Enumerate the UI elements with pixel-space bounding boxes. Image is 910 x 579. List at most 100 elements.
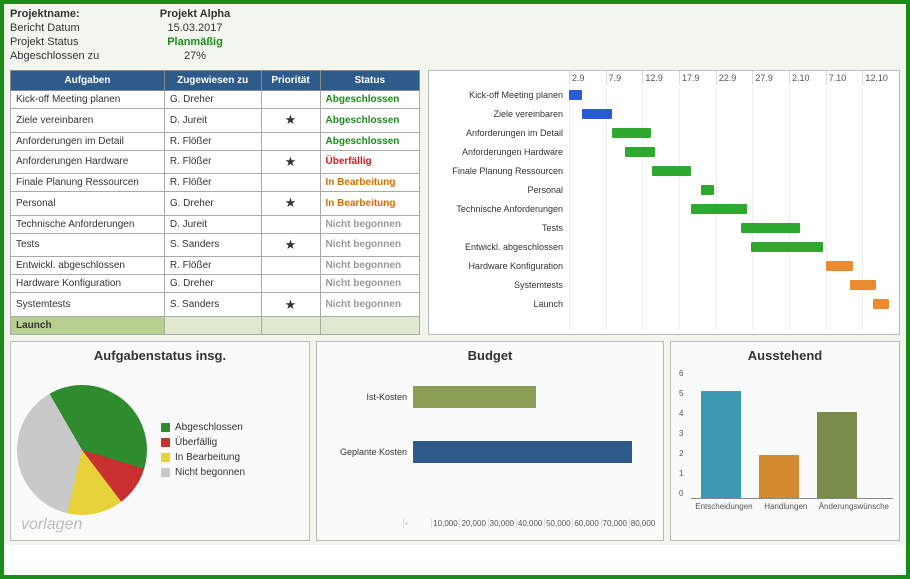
gantt-row: Finale Planung Ressourcen bbox=[429, 161, 899, 180]
gantt-bar bbox=[873, 299, 890, 309]
gantt-label: Ziele vereinbaren bbox=[429, 109, 569, 119]
task-priority bbox=[261, 215, 320, 233]
task-status: Abgeschlossen bbox=[320, 109, 420, 132]
task-assignee: R. Flößer bbox=[164, 257, 261, 275]
tasks-table: Aufgaben Zugewiesen zu Priorität Status … bbox=[10, 70, 420, 335]
budget-bar-row: Geplante Kosten bbox=[333, 424, 647, 479]
gantt-label: Entwickl. abgeschlossen bbox=[429, 242, 569, 252]
table-row: Ziele vereinbarenD. Jureit★Abgeschlossen bbox=[11, 109, 420, 132]
watermark: vorlagen bbox=[21, 516, 82, 534]
task-assignee: R. Flößer bbox=[164, 132, 261, 150]
gantt-bar bbox=[612, 128, 652, 138]
task-name: Entwickl. abgeschlossen bbox=[11, 257, 165, 275]
task-priority bbox=[261, 257, 320, 275]
task-status: Abgeschlossen bbox=[320, 132, 420, 150]
task-name: Kick-off Meeting planen bbox=[11, 91, 165, 109]
gantt-label: Anforderungen Hardware bbox=[429, 147, 569, 157]
gantt-row: Entwickl. abgeschlossen bbox=[429, 237, 899, 256]
table-row: Entwickl. abgeschlossenR. Flößer Nicht be… bbox=[11, 257, 420, 275]
table-row: SystemtestsS. Sanders★Nicht begonnen bbox=[11, 293, 420, 316]
task-priority bbox=[261, 91, 320, 109]
meta-completion: 27% bbox=[140, 50, 250, 62]
task-name: Technische Anforderungen bbox=[11, 215, 165, 233]
gantt-label: Finale Planung Ressourcen bbox=[429, 166, 569, 176]
gantt-row: Technische Anforderungen bbox=[429, 199, 899, 218]
ausstehend-panel: Ausstehend 6543210 EntscheidungenHandlun… bbox=[670, 341, 900, 541]
task-name: Finale Planung Ressourcen bbox=[11, 174, 165, 192]
table-row: Anforderungen im DetailR. Flößer Abgeschl… bbox=[11, 132, 420, 150]
legend-item: Abgeschlossen bbox=[161, 422, 245, 433]
task-status: Nicht begonnen bbox=[320, 233, 420, 256]
budget-bar bbox=[413, 441, 632, 463]
gantt-label: Personal bbox=[429, 185, 569, 195]
col-assignee: Zugewiesen zu bbox=[164, 71, 261, 91]
gantt-label: Kick-off Meeting planen bbox=[429, 90, 569, 100]
col-priority: Priorität bbox=[261, 71, 320, 91]
task-assignee: G. Dreher bbox=[164, 275, 261, 293]
meta-date: 15.03.2017 bbox=[140, 22, 250, 34]
pie-panel: Aufgabenstatus insg. AbgeschlossenÜberfä… bbox=[10, 341, 310, 541]
task-assignee: S. Sanders bbox=[164, 293, 261, 316]
table-row: Anforderungen HardwareR. Flößer★Überfäll… bbox=[11, 150, 420, 173]
task-priority: ★ bbox=[261, 192, 320, 215]
gantt-bar bbox=[652, 166, 692, 176]
task-status: In Bearbeitung bbox=[320, 174, 420, 192]
task-status: In Bearbeitung bbox=[320, 192, 420, 215]
task-priority: ★ bbox=[261, 150, 320, 173]
gantt-bar bbox=[826, 261, 852, 271]
meta-projectname: Projekt Alpha bbox=[140, 8, 250, 20]
table-row: Technische AnforderungenD. Jureit Nicht b… bbox=[11, 215, 420, 233]
table-row: Finale Planung RessourcenR. FlößerIn Bea… bbox=[11, 174, 420, 192]
table-row: Kick-off Meeting planenG. DreherAbgeschl… bbox=[11, 91, 420, 109]
meta-completion-label: Abgeschlossen zu bbox=[10, 50, 140, 62]
task-priority bbox=[261, 132, 320, 150]
pie-legend: AbgeschlossenÜberfälligIn BearbeitungNic… bbox=[161, 418, 245, 482]
ausstehend-bar bbox=[701, 391, 741, 499]
task-name: Ziele vereinbaren bbox=[11, 109, 165, 132]
gantt-row: Systemtests bbox=[429, 275, 899, 294]
table-row: PersonalG. Dreher★In Bearbeitung bbox=[11, 192, 420, 215]
task-priority: ★ bbox=[261, 109, 320, 132]
task-name: Tests bbox=[11, 233, 165, 256]
gantt-row: Anforderungen Hardware bbox=[429, 142, 899, 161]
gantt-label: Launch bbox=[429, 299, 569, 309]
ausstehend-bar bbox=[759, 455, 799, 498]
task-name: Anforderungen im Detail bbox=[11, 132, 165, 150]
task-assignee: G. Dreher bbox=[164, 91, 261, 109]
gantt-label: Hardware Konfiguration bbox=[429, 261, 569, 271]
ausstehend-bar bbox=[817, 412, 857, 498]
budget-title: Budget bbox=[323, 348, 657, 363]
launch-cell: Launch bbox=[11, 316, 165, 334]
gantt-label: Systemtests bbox=[429, 280, 569, 290]
pie-chart bbox=[17, 385, 147, 515]
gantt-row: Personal bbox=[429, 180, 899, 199]
gantt-label: Technische Anforderungen bbox=[429, 204, 569, 214]
budget-bar bbox=[413, 386, 536, 408]
table-row: TestsS. Sanders★Nicht begonnen bbox=[11, 233, 420, 256]
task-status: Nicht begonnen bbox=[320, 257, 420, 275]
task-assignee: D. Jureit bbox=[164, 109, 261, 132]
task-priority: ★ bbox=[261, 233, 320, 256]
gantt-chart: 2.97.912.917.922.927.92.107.1012.10 Kick… bbox=[428, 70, 900, 335]
col-task: Aufgaben bbox=[11, 71, 165, 91]
gantt-bar bbox=[701, 185, 714, 195]
budget-bar-row: Ist-Kosten bbox=[333, 369, 647, 424]
gantt-row: Ziele vereinbaren bbox=[429, 104, 899, 123]
table-row: Hardware KonfigurationG. DreherNicht beg… bbox=[11, 275, 420, 293]
task-status: Nicht begonnen bbox=[320, 293, 420, 316]
meta-status: Planmäßig bbox=[140, 36, 250, 48]
gantt-bar bbox=[850, 280, 876, 290]
legend-item: Überfällig bbox=[161, 437, 245, 448]
ausstehend-title: Ausstehend bbox=[677, 348, 893, 363]
gantt-bar bbox=[741, 223, 800, 233]
budget-bar-label: Geplante Kosten bbox=[333, 447, 413, 457]
task-assignee: D. Jureit bbox=[164, 215, 261, 233]
col-status: Status bbox=[320, 71, 420, 91]
gantt-bar bbox=[582, 109, 612, 119]
task-priority bbox=[261, 275, 320, 293]
task-status: Nicht begonnen bbox=[320, 275, 420, 293]
task-status: Nicht begonnen bbox=[320, 215, 420, 233]
gantt-row: Anforderungen im Detail bbox=[429, 123, 899, 142]
meta-projectname-label: Projektname: bbox=[10, 8, 140, 20]
legend-item: Nicht begonnen bbox=[161, 467, 245, 478]
